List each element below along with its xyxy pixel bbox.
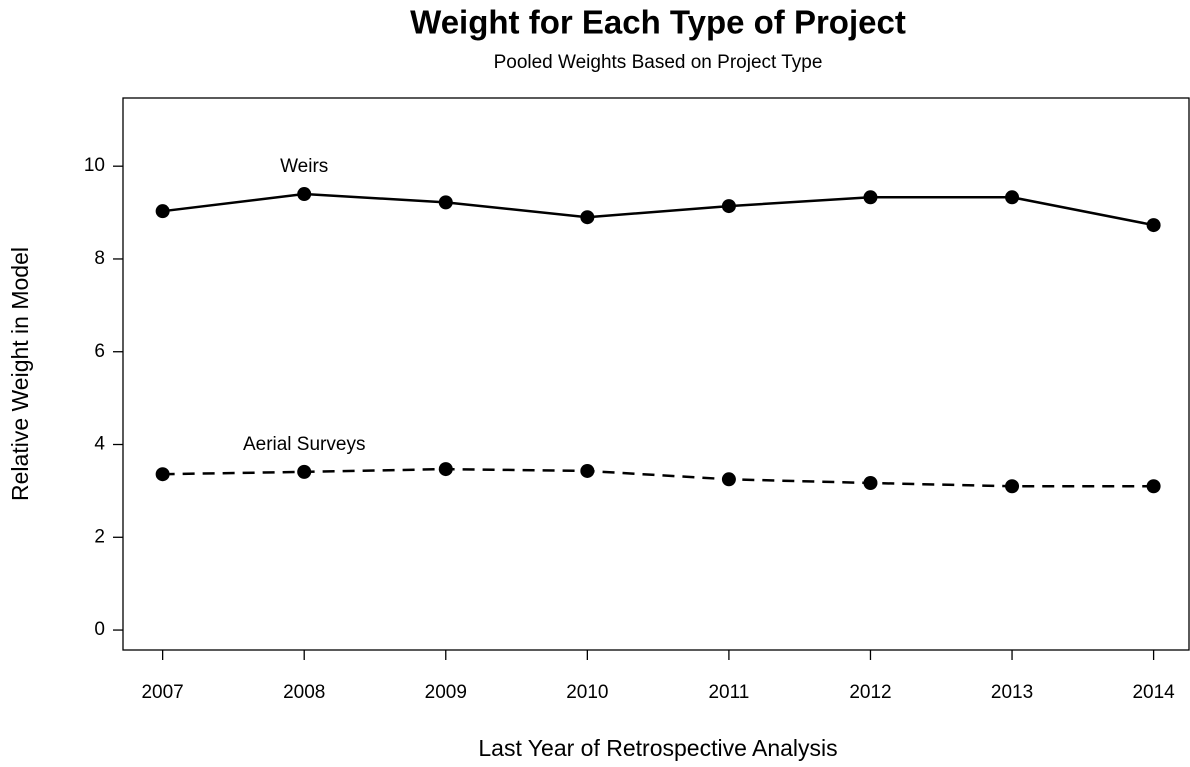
data-point xyxy=(580,463,595,478)
y-tick-label: 2 xyxy=(94,526,105,547)
series-line xyxy=(162,192,1154,227)
x-tick-label: 2011 xyxy=(708,682,749,703)
data-point xyxy=(1146,479,1161,494)
data-point xyxy=(155,467,170,482)
y-tick-label: 4 xyxy=(94,434,105,455)
x-tick-label: 2008 xyxy=(283,682,325,703)
x-tick-label: 2014 xyxy=(1132,682,1175,703)
data-point xyxy=(438,462,453,477)
chart-title: Weight for Each Type of Project xyxy=(410,4,906,41)
x-axis-label: Last Year of Retrospective Analysis xyxy=(478,735,837,761)
series-label: Weirs xyxy=(280,156,328,177)
data-point xyxy=(297,187,312,202)
data-point xyxy=(1005,190,1020,205)
data-point xyxy=(580,210,595,225)
y-tick-label: 0 xyxy=(94,619,105,640)
data-point xyxy=(155,204,170,219)
data-point xyxy=(438,195,453,210)
data-point xyxy=(721,472,736,487)
data-point xyxy=(863,190,878,205)
data-point xyxy=(1146,218,1161,233)
data-point xyxy=(863,476,878,491)
data-point xyxy=(297,464,312,479)
y-axis-label: Relative Weight in Model xyxy=(7,247,33,501)
x-tick-label: 2010 xyxy=(566,682,608,703)
data-point xyxy=(721,199,736,214)
data-point xyxy=(1005,479,1020,494)
x-tick-label: 2009 xyxy=(425,682,467,703)
y-tick-label: 6 xyxy=(94,341,105,362)
y-tick-label: 8 xyxy=(94,248,105,269)
x-tick-label: 2013 xyxy=(991,682,1033,703)
y-tick-label: 10 xyxy=(84,155,105,176)
series-label: Aerial Surveys xyxy=(243,434,366,455)
chart-subtitle: Pooled Weights Based on Project Type xyxy=(494,52,823,73)
series-line xyxy=(162,467,1154,488)
x-tick-label: 2012 xyxy=(849,682,891,703)
plot-frame xyxy=(122,97,1190,651)
x-tick-label: 2007 xyxy=(141,682,183,703)
